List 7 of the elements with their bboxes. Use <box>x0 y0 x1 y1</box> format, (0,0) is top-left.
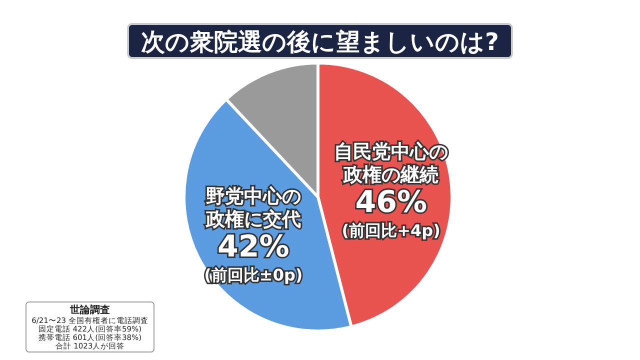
chart-title: 次の衆院選の後に望ましいのは? <box>141 28 499 56</box>
text: 世論調査 <box>69 304 110 316</box>
slice-label: 野党中心の政権に交代 <box>204 186 301 231</box>
data-label: 42% <box>218 230 290 265</box>
data-label: 46% <box>355 184 428 220</box>
text: (前回比±0p) <box>204 266 303 285</box>
text: (前回比+4p) <box>342 220 440 240</box>
